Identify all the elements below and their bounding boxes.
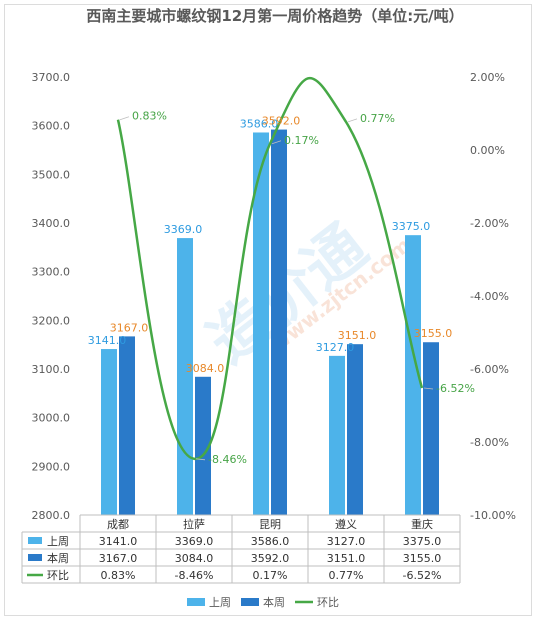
right-tick-label: -8.00% xyxy=(470,436,509,449)
ratio-line xyxy=(116,76,424,461)
bar-prev-week xyxy=(101,349,117,515)
table-cell: 3084.0 xyxy=(175,552,214,565)
bar-prev-week xyxy=(177,238,193,515)
right-tick-label: -2.00% xyxy=(470,217,509,230)
label-prev-week: 3369.0 xyxy=(164,223,203,236)
table-category: 重庆 xyxy=(411,517,433,531)
left-tick-label: 3500.0 xyxy=(32,168,71,181)
right-tick-label: 2.00% xyxy=(470,71,505,84)
table-cell: 0.77% xyxy=(329,569,364,582)
table-cell: 0.17% xyxy=(253,569,288,582)
left-tick-label: 2800.0 xyxy=(32,509,71,522)
label-ratio: 0.17% xyxy=(284,134,319,147)
bar-this-week xyxy=(195,376,211,515)
table-category: 成都 xyxy=(107,518,129,531)
label-leader xyxy=(347,118,358,123)
label-prev-week: 3127.0 xyxy=(316,341,355,354)
bar-prev-week xyxy=(253,132,269,516)
label-ratio: -8.46% xyxy=(208,453,247,466)
label-leader xyxy=(271,140,282,145)
table-category: 遵义 xyxy=(335,517,357,531)
right-tick-label: -10.00% xyxy=(470,509,516,522)
bar-this-week xyxy=(423,342,439,515)
right-axis: -10.00% -8.00% -6.00% -4.00% -2.00% 0.00% 2.00… xyxy=(470,71,516,522)
label-leader xyxy=(195,458,206,461)
legend-swatch xyxy=(187,598,205,606)
table-swatch xyxy=(28,537,42,544)
table-series-name: 环比 xyxy=(47,569,69,582)
table-cell: 3151.0 xyxy=(327,552,366,565)
bar-this-week xyxy=(119,336,135,515)
left-tick-label: 3100.0 xyxy=(32,363,71,376)
label-prev-week: 3141.0 xyxy=(88,334,127,347)
ratio-line-path xyxy=(116,76,424,461)
label-prev-week: 3586.0 xyxy=(240,117,279,130)
label-ratio: -6.52% xyxy=(436,382,475,395)
left-tick-label: 3300.0 xyxy=(32,266,71,279)
label-this-week: 3151.0 xyxy=(338,329,377,342)
bar-prev-week xyxy=(329,355,345,515)
left-tick-label: 3700.0 xyxy=(32,71,71,84)
table-cell: 3592.0 xyxy=(251,552,290,565)
table-cell: 3127.0 xyxy=(327,535,366,548)
table-cell: 3155.0 xyxy=(403,552,442,565)
table-series-name: 本周 xyxy=(47,551,69,565)
label-this-week: 3084.0 xyxy=(186,362,225,375)
left-axis: 2800.0 2900.0 3000.0 3100.0 3200.0 3300.0 3400… xyxy=(32,71,71,522)
right-tick-label: -4.00% xyxy=(470,290,509,303)
table-cell: 3141.0 xyxy=(99,535,138,548)
legend-label: 上周 xyxy=(209,596,231,609)
table-category: 昆明 xyxy=(259,518,281,531)
right-tick-label: -6.00% xyxy=(470,363,509,376)
label-prev-week: 3375.0 xyxy=(392,220,431,233)
label-this-week: 3592.0 xyxy=(262,115,301,128)
label-leader xyxy=(119,116,130,121)
left-tick-label: 2900.0 xyxy=(32,460,71,473)
legend-swatch xyxy=(241,598,259,606)
table-cell: 3369.0 xyxy=(175,535,214,548)
left-tick-label: 3400.0 xyxy=(32,217,71,230)
table-cell: 3167.0 xyxy=(99,552,138,565)
table-cell: -8.46% xyxy=(175,569,214,582)
table-cell: 0.83% xyxy=(101,569,136,582)
left-tick-label: 3600.0 xyxy=(32,120,71,133)
bar-this-week xyxy=(271,129,287,515)
table-category: 拉萨 xyxy=(183,517,205,531)
right-tick-label: 0.00% xyxy=(470,144,505,157)
table-cell: -6.52% xyxy=(403,569,442,582)
chart-title: 西南主要城市螺纹钢12月第一周价格趋势（单位:元/吨） xyxy=(86,7,464,25)
label-ratio: 0.83% xyxy=(132,110,167,123)
table-series-name: 上周 xyxy=(47,535,69,548)
legend-label: 本周 xyxy=(263,595,285,609)
table-cell: 3586.0 xyxy=(251,535,290,548)
legend: 上周 本周 环比 xyxy=(187,595,339,609)
left-tick-label: 3000.0 xyxy=(32,412,71,425)
left-tick-label: 3200.0 xyxy=(32,314,71,327)
label-this-week: 3167.0 xyxy=(110,321,149,334)
table-swatch xyxy=(28,554,42,561)
label-this-week: 3155.0 xyxy=(414,327,453,340)
bar-this-week xyxy=(347,344,363,515)
table-cell: 3375.0 xyxy=(403,535,442,548)
label-ratio: 0.77% xyxy=(360,112,395,125)
label-leader xyxy=(423,387,434,390)
bar-prev-week xyxy=(405,235,421,515)
legend-label: 环比 xyxy=(317,596,339,609)
